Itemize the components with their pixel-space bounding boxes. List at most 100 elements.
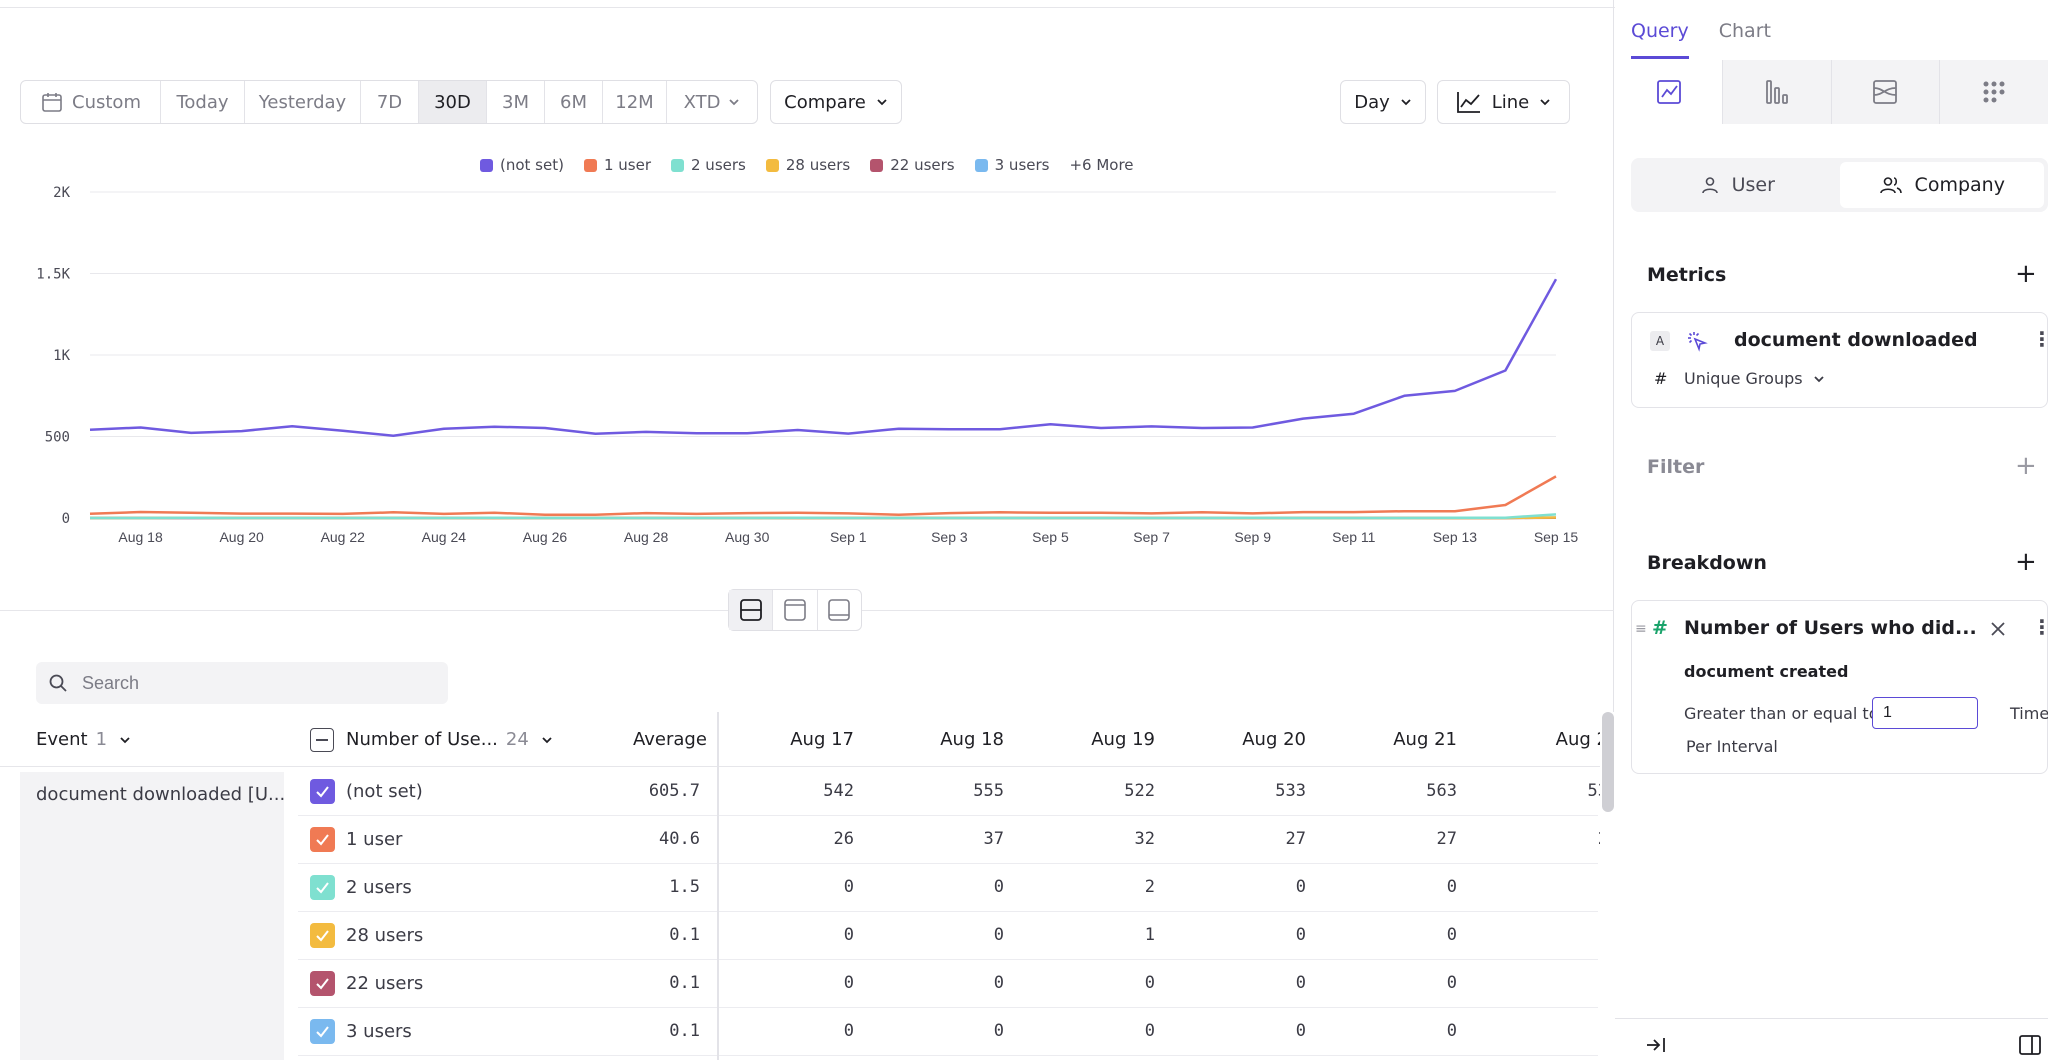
breakdown-name[interactable]: Number of Users who did... xyxy=(1684,617,1977,639)
table-row[interactable]: 22 users 0.1 0 0 0 0 0 ( xyxy=(298,960,1608,1008)
breakdown-value-input[interactable] xyxy=(1872,697,1978,729)
breakdown-event[interactable]: document created xyxy=(1684,662,1849,681)
legend-label: 22 users xyxy=(890,156,955,174)
add-metric-button[interactable]: + xyxy=(2015,259,2037,289)
legend-item[interactable]: 2 users xyxy=(671,156,746,174)
layout-chart-only-button[interactable] xyxy=(773,590,818,630)
entity-user-button[interactable]: User xyxy=(1635,162,1840,208)
x-tick-label: Aug 26 xyxy=(523,529,568,545)
x-tick-label: Aug 20 xyxy=(219,529,264,545)
table-row[interactable]: 1 user 40.6 26 37 32 27 27 2 xyxy=(298,816,1608,864)
date-range-xtd[interactable]: XTD xyxy=(667,81,757,123)
row-value: 0 xyxy=(1446,925,1457,945)
report-type-retention[interactable] xyxy=(1939,60,2048,124)
x-tick-label: Aug 24 xyxy=(422,529,467,545)
group-column-header[interactable]: Number of Use... 24 xyxy=(310,712,553,767)
metric-letter-badge: A xyxy=(1650,331,1670,351)
granularity-dropdown[interactable]: Day xyxy=(1340,80,1426,124)
x-tick-label: Aug 18 xyxy=(118,529,163,545)
table-scrollbar[interactable] xyxy=(1602,712,1614,812)
table-row[interactable]: (not set) 605.7 542 555 522 533 563 53 xyxy=(298,768,1608,816)
chart-legend: (not set) 1 user 2 users 28 users 22 use… xyxy=(480,156,1134,174)
report-type-funnels[interactable] xyxy=(1723,60,1832,124)
date-range-custom[interactable]: Custom xyxy=(21,81,161,123)
legend-item[interactable]: 28 users xyxy=(765,156,851,174)
date-column-header[interactable]: Aug 18 xyxy=(940,729,1004,750)
date-column-header[interactable]: Aug 2 xyxy=(1555,729,1608,750)
breakdown-condition[interactable]: Greater than or equal to xyxy=(1684,704,1879,723)
tab-chart[interactable]: Chart xyxy=(1718,20,1771,42)
breakdown-interval[interactable]: Per Interval xyxy=(1686,737,1778,756)
collapse-panel-icon[interactable] xyxy=(1645,1036,1667,1054)
panel-footer-divider xyxy=(1615,1018,2048,1019)
row-checkbox[interactable] xyxy=(310,827,335,852)
row-checkbox[interactable] xyxy=(310,1019,335,1044)
row-checkbox[interactable] xyxy=(310,779,335,804)
row-value: 0 xyxy=(843,1021,854,1041)
table-header: Event 1 Number of Use... 24 Average Aug … xyxy=(0,712,1614,767)
event-column-cell xyxy=(20,772,284,1060)
date-range-30d[interactable]: 30D xyxy=(419,81,487,123)
row-value: 0 xyxy=(843,877,854,897)
legend-item[interactable]: (not set) xyxy=(480,156,564,174)
row-checkbox[interactable] xyxy=(310,923,335,948)
row-value: 37 xyxy=(983,829,1004,849)
date-range-6m[interactable]: 6M xyxy=(545,81,603,123)
legend-item[interactable]: 1 user xyxy=(583,156,651,174)
date-column-header[interactable]: Aug 20 xyxy=(1242,729,1306,750)
layout-table-only-button[interactable] xyxy=(818,590,861,630)
date-range-7d[interactable]: 7D xyxy=(361,81,419,123)
top-panel-icon xyxy=(784,599,806,621)
table-row[interactable]: 3 users 0.1 0 0 0 0 0 ( xyxy=(298,1008,1608,1056)
tab-query[interactable]: Query xyxy=(1631,20,1689,59)
group-header-label: Number of Use... xyxy=(346,729,498,750)
legend-item[interactable]: 22 users xyxy=(870,156,955,174)
row-checkbox[interactable] xyxy=(310,971,335,996)
close-icon[interactable] xyxy=(1990,621,2006,637)
legend-more-button[interactable]: +6 More xyxy=(1069,156,1133,174)
table-row[interactable]: 2 users 1.5 0 0 2 0 0. xyxy=(298,864,1608,912)
entity-company-button[interactable]: Company xyxy=(1839,162,2044,208)
x-tick-label: Sep 7 xyxy=(1133,529,1170,545)
average-column-header[interactable]: Average xyxy=(633,729,707,750)
table-row[interactable]: 28 users 0.1 0 0 1 0 0 ( xyxy=(298,912,1608,960)
select-all-checkbox[interactable] xyxy=(310,727,334,752)
metric-card[interactable]: A document downloaded # Unique Groups ⋮ xyxy=(1631,312,2048,408)
chart-type-dropdown[interactable]: Line xyxy=(1437,80,1570,124)
bottom-panel-icon xyxy=(828,599,851,621)
date-column-header[interactable]: Aug 17 xyxy=(790,729,854,750)
legend-label: 28 users xyxy=(785,156,851,174)
add-breakdown-button[interactable]: + xyxy=(2015,547,2037,577)
metric-name[interactable]: document downloaded xyxy=(1734,329,1978,351)
event-column-header[interactable]: Event 1 xyxy=(36,712,131,767)
grid-dots-icon xyxy=(1983,81,2005,103)
row-label: (not set) xyxy=(346,781,423,802)
date-range-yesterday[interactable]: Yesterday xyxy=(245,81,361,123)
add-filter-button[interactable]: + xyxy=(2015,451,2037,481)
date-range-12m[interactable]: 12M xyxy=(603,81,667,123)
user-icon xyxy=(1701,177,1718,194)
date-range-3m[interactable]: 3M xyxy=(487,81,545,123)
layout-split-button[interactable] xyxy=(729,590,774,630)
chevron-down-icon xyxy=(120,736,130,743)
row-checkbox[interactable] xyxy=(310,875,335,900)
date-column-header[interactable]: Aug 19 xyxy=(1091,729,1155,750)
legend-item[interactable]: 3 users xyxy=(974,156,1049,174)
date-column-header[interactable]: Aug 21 xyxy=(1393,729,1457,750)
more-vertical-icon[interactable]: ⋮ xyxy=(2032,327,2048,351)
row-value: 27 xyxy=(1285,829,1306,849)
event-name[interactable]: document downloaded [U... xyxy=(36,784,286,805)
date-range-today[interactable]: Today xyxy=(161,81,245,123)
report-type-flows[interactable] xyxy=(1831,60,1940,124)
side-panel-icon[interactable] xyxy=(2018,1034,2042,1056)
search-input[interactable] xyxy=(82,672,422,694)
drag-handle-icon[interactable]: ≡ xyxy=(1635,621,1647,637)
check-icon xyxy=(316,1026,329,1038)
row-value: 0 xyxy=(1295,1021,1306,1041)
row-value: 0 xyxy=(1446,877,1457,897)
report-type-insights[interactable] xyxy=(1615,60,1724,124)
compare-button[interactable]: Compare xyxy=(770,80,902,124)
x-tick-label: Aug 30 xyxy=(725,529,770,545)
more-vertical-icon[interactable]: ⋮ xyxy=(2032,615,2048,639)
metric-measure-dropdown[interactable]: Unique Groups xyxy=(1684,369,1825,388)
